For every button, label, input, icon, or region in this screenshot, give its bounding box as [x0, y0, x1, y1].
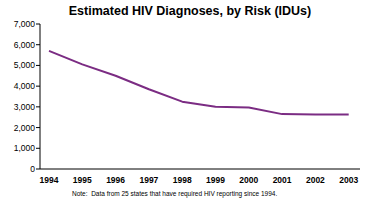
y-tick-label: 6,000	[14, 40, 36, 50]
y-axis	[40, 24, 41, 169]
y-tick-label: 7,000	[14, 19, 36, 29]
y-tick-label: 4,000	[14, 81, 36, 91]
y-tick	[36, 86, 40, 87]
x-axis	[40, 169, 360, 170]
y-tick	[36, 169, 40, 170]
y-tick-label: 1,000	[14, 143, 36, 153]
y-tick-label: 2,000	[14, 123, 36, 133]
y-tick-label: 5,000	[14, 60, 36, 70]
x-tick-label: 1995	[73, 175, 92, 185]
x-tick-label: 1999	[206, 175, 225, 185]
y-tick	[36, 44, 40, 45]
chart: Estimated HIV Diagnoses, by Risk (IDUs) 0…	[0, 0, 370, 201]
y-tick	[36, 24, 40, 25]
y-tick	[36, 106, 40, 107]
x-tick-label: 1996	[106, 175, 125, 185]
y-tick	[36, 148, 40, 149]
line-series	[49, 51, 349, 115]
note: Note: Data from 25 states that have requ…	[72, 190, 277, 198]
y-tick	[36, 127, 40, 128]
plot-area	[49, 51, 349, 115]
x-tick-label: 1997	[139, 175, 158, 185]
x-tick-label: 2002	[306, 175, 325, 185]
y-tick	[36, 65, 40, 66]
x-tick-label: 2000	[239, 175, 258, 185]
title: Estimated HIV Diagnoses, by Risk (IDUs)	[69, 4, 311, 18]
y-tick-label: 3,000	[14, 102, 36, 112]
x-tick-label: 1998	[173, 175, 192, 185]
x-tick-label: 2003	[339, 175, 358, 185]
y-tick-label: 0	[30, 164, 35, 174]
x-tick-label: 2001	[273, 175, 292, 185]
x-tick-label: 1994	[40, 175, 59, 185]
